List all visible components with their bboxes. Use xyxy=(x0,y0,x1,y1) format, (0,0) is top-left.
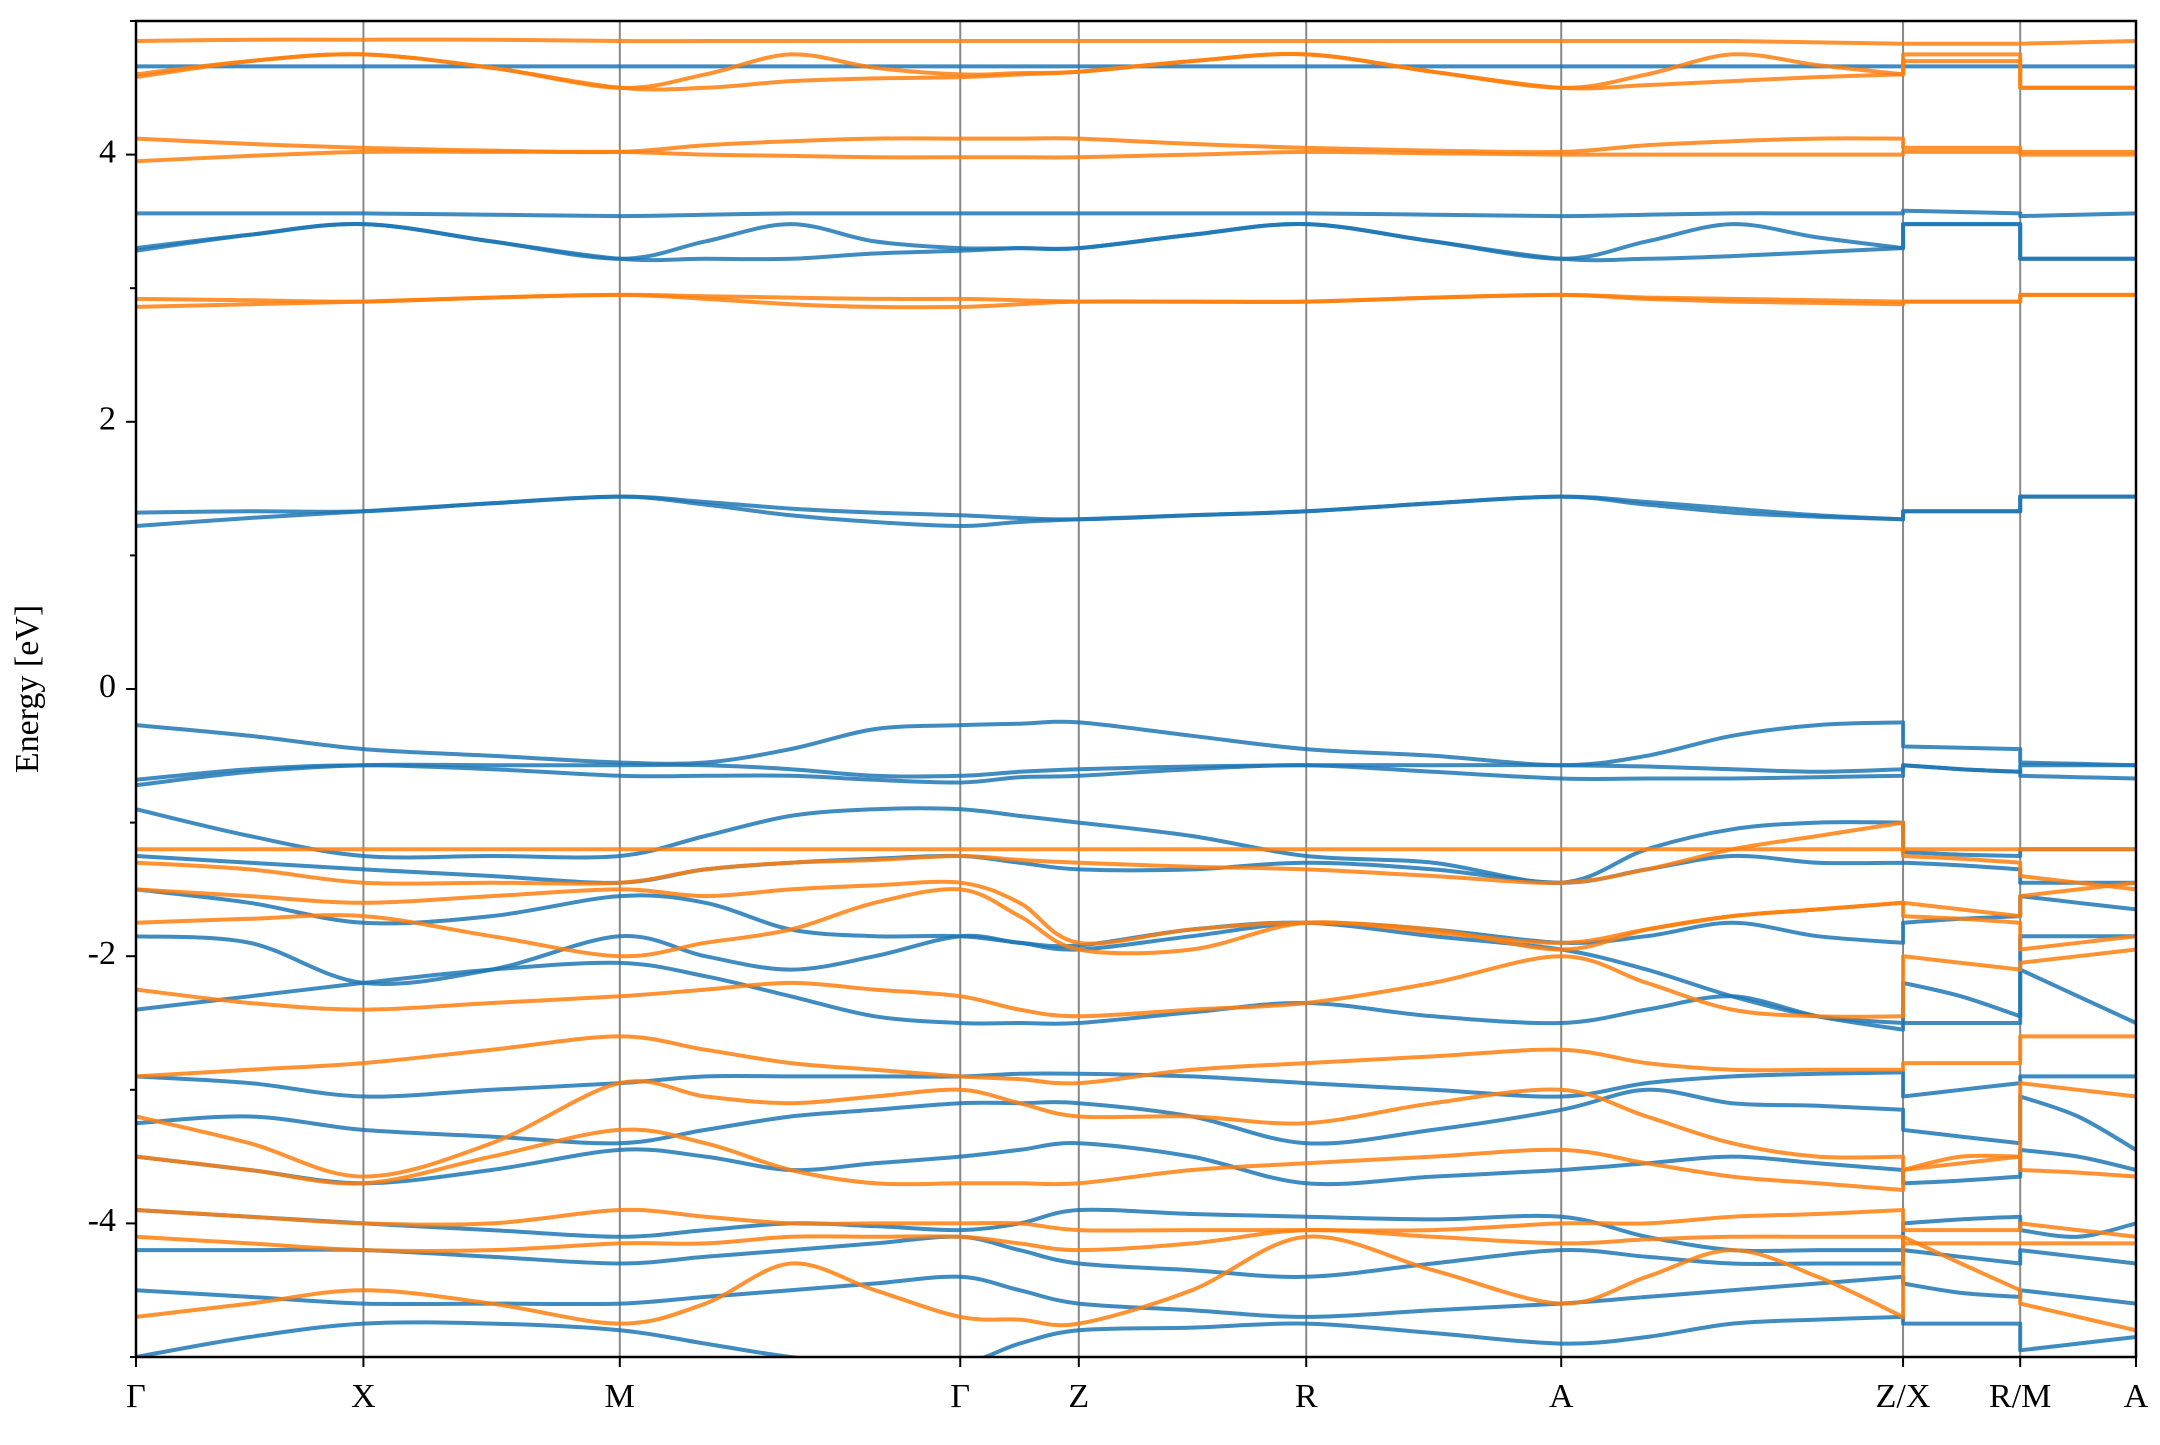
plot-frame xyxy=(134,19,2138,1359)
x-tick-label: Z/X xyxy=(1876,1378,1931,1415)
band-line xyxy=(136,763,2136,785)
band-line xyxy=(136,1087,2136,1152)
band-line xyxy=(136,149,2136,164)
band-line xyxy=(136,37,2136,46)
band-line xyxy=(136,719,2136,768)
x-tick-label: A xyxy=(1549,1378,1574,1415)
x-tick-label: A xyxy=(2124,1378,2149,1415)
band-line xyxy=(136,1207,2136,1254)
y-tick-label: -2 xyxy=(88,935,116,972)
band-line xyxy=(136,208,2136,219)
band-line xyxy=(136,762,2136,788)
band-line xyxy=(136,947,2136,1019)
band-line xyxy=(136,1079,2136,1179)
band-line xyxy=(136,292,2136,310)
band-line xyxy=(136,1070,2136,1099)
x-tick-label: M xyxy=(605,1378,635,1415)
y-tick-label: 4 xyxy=(99,133,116,170)
band-line xyxy=(136,52,2136,92)
band-line xyxy=(136,960,2136,1032)
band-line xyxy=(136,1141,2136,1187)
band-line xyxy=(136,1274,2136,1319)
x-tick-label: Γ xyxy=(950,1378,970,1415)
band-line xyxy=(136,1207,2136,1239)
x-tick-label: R/M xyxy=(1989,1378,2051,1415)
band-line xyxy=(136,853,2136,885)
band-line xyxy=(136,887,2136,952)
x-tick-label: Γ xyxy=(126,1378,146,1415)
band-line xyxy=(136,1034,2136,1086)
band-line xyxy=(136,820,2136,892)
y-tick-label: 2 xyxy=(99,401,116,438)
y-tick-label: -4 xyxy=(88,1202,116,1239)
x-tick-label: Z xyxy=(1068,1378,1089,1415)
band-line xyxy=(136,1127,2136,1192)
y-tick-label: 0 xyxy=(99,668,116,705)
x-tick-label: X xyxy=(351,1378,376,1415)
band-line xyxy=(136,1314,2136,1357)
band-line xyxy=(136,494,2136,528)
band-line xyxy=(136,1227,2136,1253)
x-tick-label: R xyxy=(1295,1378,1318,1415)
band-line xyxy=(136,887,2136,959)
band-line xyxy=(136,1234,2136,1333)
band-line xyxy=(136,1234,2136,1279)
y-axis-label: Energy [eV] xyxy=(9,605,46,773)
axes: Γ X M Γ Z R A Z/X R/M A -4 -2 0 2 4 xyxy=(88,19,2149,1415)
band-line xyxy=(136,221,2136,263)
bands xyxy=(136,37,2136,1357)
